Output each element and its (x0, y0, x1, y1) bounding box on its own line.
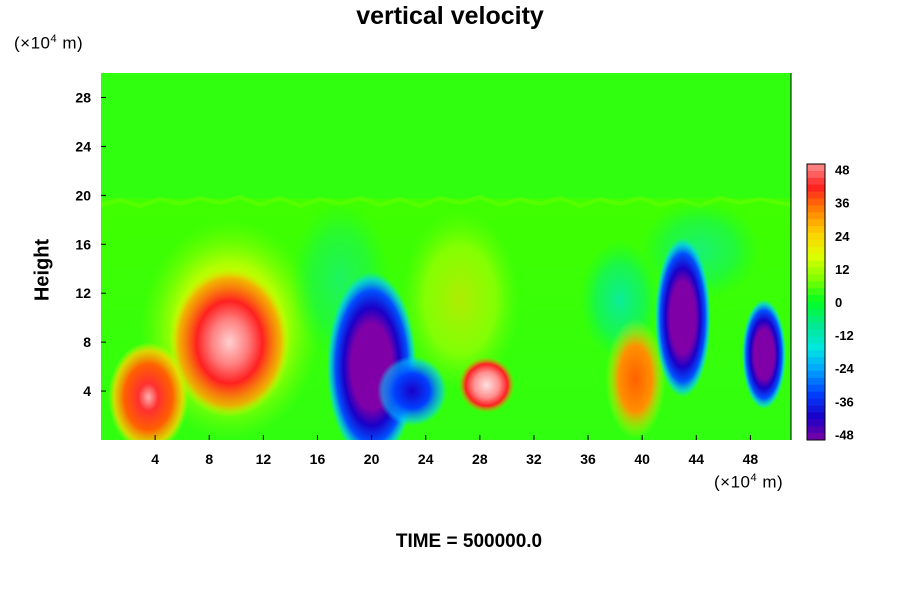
x-tick-label: 44 (689, 451, 705, 467)
colorbar-band (807, 295, 825, 303)
colorbar-tick-label: -36 (835, 394, 854, 409)
colorbar-band (807, 371, 825, 379)
updraft-cell (108, 342, 189, 440)
updraft-cell (458, 356, 515, 413)
colorbar-band (807, 412, 825, 420)
colorbar-band (807, 302, 825, 310)
colorbar-tick-label: -48 (835, 427, 854, 442)
colorbar-band (807, 260, 825, 268)
colorbar-band (807, 433, 825, 441)
colorbar-band (807, 212, 825, 220)
colorbar-band (807, 426, 825, 434)
colorbar-band (807, 357, 825, 365)
colorbar-band (807, 336, 825, 344)
x-axis-ticks: 4 8 12 16 20 24 28 32 36 40 44 48 (151, 435, 758, 467)
y-axis-unit: (×104 m) (14, 33, 84, 53)
colorbar-band (807, 322, 825, 331)
colorbar-band (807, 274, 825, 282)
colorbar-band (807, 329, 825, 337)
colorbar-band (807, 267, 825, 275)
colorbar-band (807, 198, 825, 206)
colorbar-band (807, 391, 825, 400)
colorbar-band (807, 170, 825, 179)
heatmap-field (101, 73, 791, 440)
y-tick-label: 8 (83, 334, 91, 350)
x-tick-label: 28 (472, 451, 488, 467)
x-tick-label: 40 (634, 451, 650, 467)
x-tick-label: 32 (526, 451, 542, 467)
colorbar-band (807, 164, 825, 172)
colorbar-band (807, 405, 825, 413)
colorbar-band (807, 226, 825, 234)
colorbar-band (807, 239, 825, 248)
updraft-cell (169, 267, 290, 418)
colorbar-tick-label: 36 (835, 196, 849, 211)
y-tick-label: 16 (75, 236, 91, 252)
colorbar-band (807, 288, 825, 296)
x-tick-label: 20 (364, 451, 380, 467)
colorbar-band (807, 219, 825, 227)
downdraft-cell (741, 299, 786, 410)
colorbar-band (807, 253, 825, 262)
y-tick-label: 12 (75, 285, 91, 301)
colorbar-band (807, 364, 825, 372)
colorbar-band (807, 281, 825, 289)
colorbar-band (807, 205, 825, 213)
updraft-cell (605, 318, 666, 439)
x-tick-label: 36 (580, 451, 596, 467)
x-axis-unit: (×104 m) (714, 472, 784, 492)
colorbar-outline (806, 163, 826, 441)
x-tick-label: 16 (310, 451, 326, 467)
colorbar-tick-label: 48 (835, 163, 849, 178)
colorbar-band (807, 315, 825, 324)
time-label: TIME = 500000.0 (395, 531, 543, 552)
colorbar-tick-label: 24 (835, 229, 850, 244)
colorbar-band (807, 308, 825, 317)
colorbar-band (807, 191, 825, 199)
colorbar-band (807, 184, 825, 193)
y-axis-ticks: 4 8 12 16 20 24 28 (75, 89, 106, 399)
colorbar-band (807, 246, 825, 255)
x-tick-label: 48 (743, 451, 759, 467)
x-tick-label: 12 (256, 451, 272, 467)
chart-title: vertical velocity (356, 2, 544, 30)
y-tick-label: 24 (75, 138, 91, 154)
colorbar-band (807, 177, 825, 186)
colorbar-tick-label: 12 (835, 262, 849, 277)
downdraft-cell (377, 356, 448, 427)
x-tick-label: 24 (418, 451, 434, 467)
colorbar-tick-label: -12 (835, 328, 854, 343)
colorbar-band (807, 419, 825, 427)
colorbar-band (807, 350, 825, 358)
colorbar-band (807, 398, 825, 406)
colorbar-tick-label: -24 (835, 361, 855, 376)
colorbar-tick-label: 0 (835, 295, 842, 310)
colorbar-band (807, 233, 825, 241)
colorbar-band (807, 343, 825, 351)
y-tick-label: 28 (75, 89, 91, 105)
downdraft-cell (654, 237, 711, 398)
colorbar-band (807, 384, 825, 393)
x-tick-label: 4 (151, 451, 159, 467)
colorbar: 48 36 24 12 0 -12 -24 -36 -48 (806, 163, 855, 442)
colorbar-band (807, 377, 825, 386)
y-tick-label: 20 (75, 187, 91, 203)
y-tick-label: 4 (83, 383, 91, 399)
x-tick-label: 8 (205, 451, 213, 467)
